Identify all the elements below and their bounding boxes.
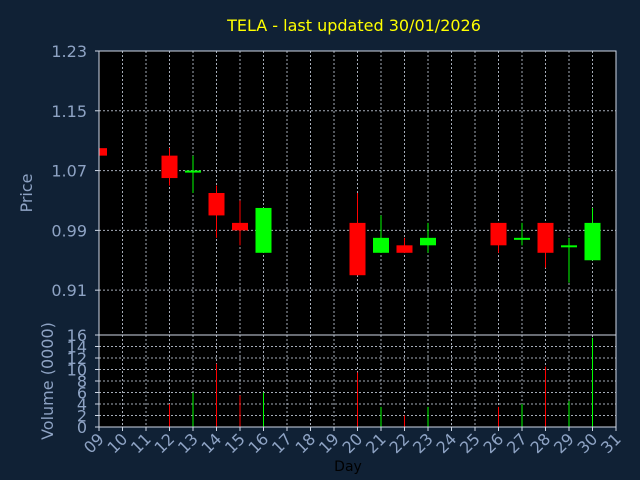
candle-body <box>232 222 248 231</box>
price-tick-label: 0.91 <box>51 281 87 300</box>
candle <box>349 193 366 276</box>
candle-body <box>161 155 178 179</box>
price-tick-labels: 1.23 1.15 1.07 0.99 0.91 <box>51 42 99 300</box>
candle <box>185 155 201 193</box>
candle <box>161 148 178 186</box>
volume-bars <box>98 337 593 427</box>
price-axis-label: Price <box>17 173 36 212</box>
candle-body <box>349 222 366 276</box>
candle <box>98 148 107 156</box>
candle-body <box>584 222 601 261</box>
volume-tick-label: 12 <box>67 349 87 368</box>
candle <box>208 185 225 238</box>
candle <box>255 207 272 253</box>
candle <box>420 222 436 253</box>
price-tick-label: 1.23 <box>51 42 87 61</box>
candles <box>98 148 601 283</box>
candle-body <box>208 193 225 216</box>
chart-title: TELA - last updated 30/01/2026 <box>226 16 481 35</box>
candle-body <box>255 207 272 253</box>
candle-body <box>420 237 436 246</box>
candle-body <box>514 237 530 240</box>
candle-body <box>490 222 507 246</box>
candle-body <box>185 170 201 173</box>
candle <box>232 200 248 246</box>
candle <box>561 237 577 283</box>
candle <box>396 237 413 253</box>
volume-tick-label: 0 <box>77 418 87 437</box>
candle <box>584 207 601 261</box>
volume-tick-label: 16 <box>67 326 87 345</box>
volume-tick-label: 4 <box>77 395 87 414</box>
candle <box>537 222 554 268</box>
x-axis-label: Day <box>334 459 362 475</box>
candle-body <box>99 148 107 156</box>
price-tick-label: 1.15 <box>51 102 87 121</box>
candle <box>373 215 389 253</box>
candle <box>490 222 507 253</box>
volume-tick-label: 2 <box>77 407 87 426</box>
candle-body <box>561 245 577 248</box>
candle-body <box>373 237 389 253</box>
candle-body <box>537 222 554 253</box>
volume-tick-label: 8 <box>77 372 87 391</box>
volume-tick-label: 10 <box>67 361 87 380</box>
volume-tick-label: 6 <box>77 384 87 403</box>
volume-axis-label: Volume (0000) <box>38 322 57 440</box>
price-tick-label: 0.99 <box>51 221 87 240</box>
price-tick-label: 1.07 <box>51 162 87 181</box>
volume-tick-label: 14 <box>67 338 87 357</box>
candle-body <box>396 245 413 253</box>
candle <box>514 222 530 246</box>
